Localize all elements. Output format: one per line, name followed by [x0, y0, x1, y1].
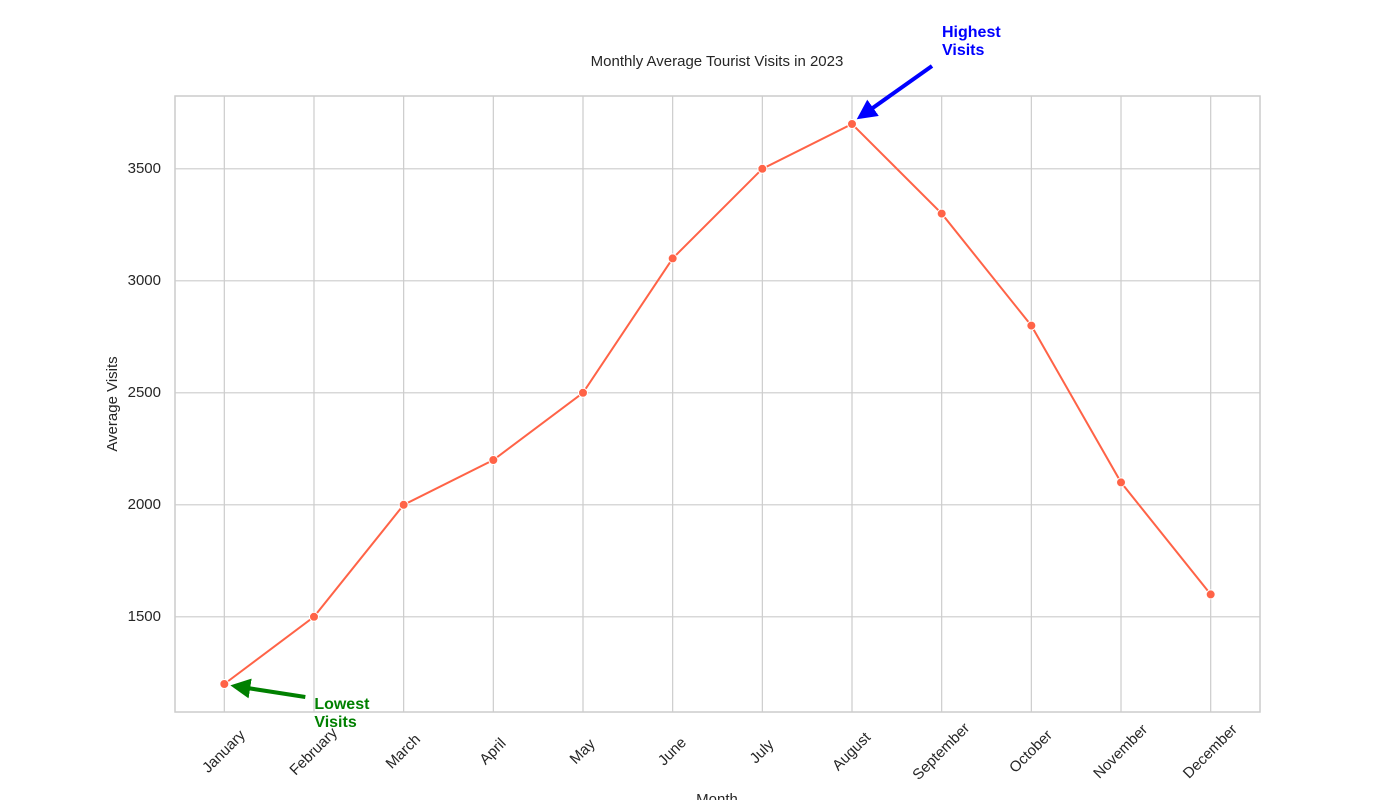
- x-tick-label: December: [1180, 721, 1241, 782]
- point: [1116, 477, 1127, 488]
- y-tick-label: 2000: [128, 496, 161, 513]
- chart-title: Monthly Average Tourist Visits in 2023: [591, 53, 844, 70]
- point: [847, 119, 858, 129]
- y-tick-label: 2500: [128, 384, 161, 401]
- x-tick-label: May: [567, 735, 599, 767]
- point: [577, 387, 588, 398]
- x-tick-label: November: [1090, 721, 1151, 782]
- x-tick-label: March: [383, 731, 424, 772]
- x-tick-label: January: [199, 726, 249, 776]
- point: [936, 208, 947, 219]
- x-tick-label: October: [1006, 727, 1056, 777]
- y-tick-label: 3500: [128, 160, 161, 177]
- x-tick-label: February: [286, 724, 341, 779]
- point: [667, 253, 678, 264]
- annotation-line: Highest: [942, 24, 1001, 41]
- y-axis-label: Average Visits: [104, 356, 121, 451]
- y-tick-label: 3000: [128, 272, 161, 289]
- annotation-line: Visits: [942, 42, 985, 59]
- point: [308, 611, 319, 622]
- annotation-line: Lowest: [314, 696, 370, 713]
- point: [1205, 589, 1216, 600]
- point: [398, 499, 409, 510]
- annotation-arrow: [856, 64, 934, 120]
- x-tick-label: August: [829, 729, 875, 775]
- annotation: Lowest Visits: [314, 696, 370, 731]
- plot-frame: [174, 95, 1261, 713]
- x-tick-label: June: [655, 734, 690, 769]
- point: [219, 679, 230, 689]
- x-axis-label: Month: [696, 791, 738, 800]
- point: [488, 455, 499, 465]
- annotation-line: Visits: [314, 714, 357, 731]
- y-tick-label: 1500: [128, 608, 161, 625]
- annotation: Highest Visits: [942, 24, 1001, 59]
- x-tick-label: September: [909, 720, 973, 784]
- point: [757, 163, 768, 174]
- x-tick-label: April: [476, 735, 509, 768]
- line: [223, 122, 1212, 685]
- point: [1026, 320, 1037, 331]
- annotation-arrow: [230, 678, 306, 699]
- x-tick-label: July: [747, 736, 778, 767]
